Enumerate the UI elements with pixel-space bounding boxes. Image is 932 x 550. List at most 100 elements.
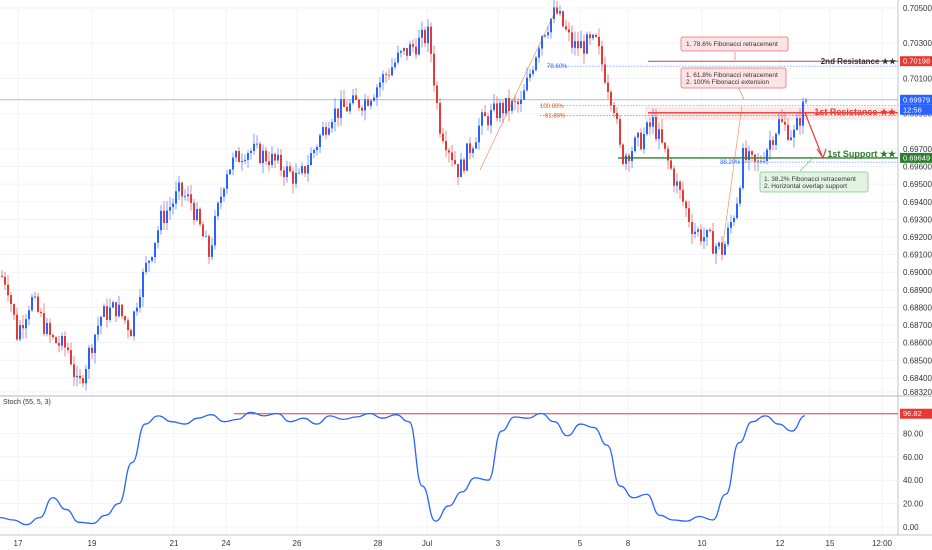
- svg-text:0.70198: 0.70198: [903, 57, 930, 66]
- candle-body: [376, 87, 378, 98]
- candle-body: [736, 203, 738, 218]
- candle-body: [583, 41, 585, 54]
- candle-body: [673, 168, 675, 186]
- candle-body: [256, 143, 258, 145]
- x-tick-label: 15: [826, 539, 835, 548]
- candle-body: [757, 160, 759, 162]
- svg-text:96.82: 96.82: [903, 409, 922, 418]
- candle-body: [343, 99, 345, 107]
- candle-body: [664, 142, 666, 149]
- price-tick-label: 0.68500: [903, 356, 932, 365]
- candle-body: [463, 159, 465, 171]
- price-tick-label: 0.70300: [903, 39, 932, 48]
- candle-body: [541, 36, 543, 49]
- candle-body: [547, 32, 549, 36]
- candle-body: [235, 151, 237, 158]
- candle-body: [580, 41, 582, 49]
- candle-body: [472, 148, 474, 153]
- candle-body: [361, 107, 363, 111]
- x-tick-label: 19: [88, 539, 97, 548]
- stoch-panel: 80.00 60.00 40.00 20.00 0.00: [0, 411, 924, 532]
- candle-body: [577, 41, 579, 49]
- candle-body: [694, 231, 696, 235]
- candle-body: [652, 116, 654, 127]
- candle-body: [49, 322, 51, 335]
- candle-body: [100, 316, 102, 326]
- candle-body: [523, 90, 525, 100]
- candle-body: [508, 98, 510, 111]
- candle-body: [262, 150, 264, 164]
- level-label-1st-support: 1st Support ★★: [827, 149, 897, 159]
- candle-body: [568, 29, 570, 33]
- candle-body: [82, 378, 84, 384]
- candle-body: [385, 74, 387, 75]
- candle-body: [217, 202, 219, 217]
- candle-body: [631, 151, 633, 162]
- x-tick-label: 21: [170, 539, 179, 548]
- stoch-tick-label: 60.00: [903, 453, 924, 462]
- candle-body: [766, 149, 768, 161]
- svg-text:12:56: 12:56: [903, 105, 922, 114]
- candle-body: [745, 147, 747, 161]
- candle-body: [748, 151, 750, 161]
- candle-body: [334, 108, 336, 122]
- candle-body: [370, 100, 372, 106]
- candle-body: [61, 335, 63, 346]
- candle-body: [451, 152, 453, 161]
- candle-body: [634, 137, 636, 152]
- candle-body: [229, 169, 231, 175]
- candle-body: [46, 322, 48, 334]
- candle-body: [352, 95, 354, 104]
- svg-text:0.69649: 0.69649: [903, 153, 930, 162]
- candle-body: [7, 284, 9, 296]
- candle-body: [94, 334, 96, 353]
- x-axis: 17 19 21 24 26 28 Jul 3 5 8 10 12 15 12:00: [14, 539, 893, 548]
- overlays: [479, 11, 898, 252]
- candle-body: [781, 119, 783, 122]
- candle-body: [307, 165, 309, 174]
- candle-body: [349, 103, 351, 112]
- candle-body: [565, 26, 567, 30]
- price-tick-label: 0.69500: [903, 180, 932, 189]
- candle-body: [211, 245, 213, 257]
- candle-body: [415, 46, 417, 55]
- candle-body: [16, 314, 18, 340]
- candle-body: [403, 48, 405, 51]
- candle-body: [241, 161, 243, 163]
- candle-body: [640, 132, 642, 150]
- candle-body: [742, 147, 744, 189]
- price-tick-label: 0.69600: [903, 163, 932, 172]
- stoch-line: [0, 411, 806, 526]
- candle-body: [805, 100, 807, 102]
- x-tick-label: 3: [496, 539, 501, 548]
- candle-body: [442, 133, 444, 142]
- candle-body: [232, 157, 234, 170]
- candle-body: [427, 26, 429, 44]
- candle-body: [379, 82, 381, 88]
- candle-body: [688, 208, 690, 223]
- candle-body: [679, 181, 681, 190]
- candle-body: [337, 108, 339, 118]
- candle-body: [196, 209, 198, 221]
- stoch-tick-label: 80.00: [903, 429, 924, 438]
- candle-body: [514, 100, 516, 102]
- level-label-2nd-resistance: 2nd Resistance ★★: [821, 57, 897, 66]
- candle-body: [322, 127, 324, 136]
- svg-text:1. 61.8% Fibonacci retracement: 1. 61.8% Fibonacci retracement: [686, 72, 778, 79]
- candle-body: [700, 229, 702, 242]
- candle-body: [397, 52, 399, 63]
- fib-label-38-2: 38.20%: [720, 160, 741, 166]
- svg-text:2. 100% Fibonacci extension: 2. 100% Fibonacci extension: [686, 79, 769, 86]
- candle-body: [526, 77, 528, 91]
- candle-body: [703, 237, 705, 242]
- candle-body: [682, 189, 684, 202]
- candle-body: [670, 160, 672, 169]
- price-tick-label: 0.68400: [903, 374, 932, 383]
- candle-body: [424, 29, 426, 44]
- candle-body: [394, 62, 396, 68]
- x-tick-label: 5: [578, 539, 583, 548]
- candle-body: [325, 127, 327, 135]
- candle-body: [373, 97, 375, 101]
- candle-body: [52, 334, 54, 338]
